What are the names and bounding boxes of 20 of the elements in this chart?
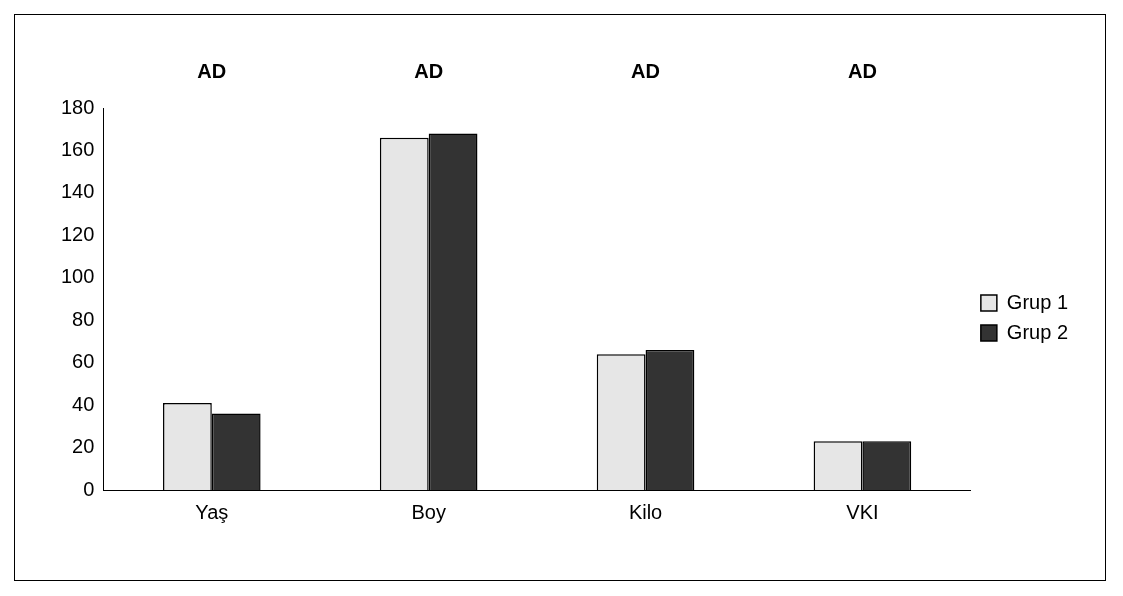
x-tick-label: Yaş <box>195 500 229 523</box>
y-tick-label: 120 <box>60 222 95 245</box>
text: AD <box>197 60 227 82</box>
y-tick-label: 40 <box>72 392 95 415</box>
legend-label: Grup 1 <box>1006 290 1069 313</box>
y-tick-label: 80 <box>72 307 95 330</box>
y-tick-label: 140 <box>60 180 95 203</box>
y-tick-label: 100 <box>60 265 95 288</box>
text: AD <box>847 60 877 82</box>
y-tick-label: 60 <box>72 350 95 373</box>
x-tick-label: VKI <box>846 500 879 523</box>
y-tick-label: 180 <box>60 95 95 118</box>
y-tick-label: 160 <box>60 137 95 160</box>
x-tick-label: Boy <box>411 500 446 523</box>
x-tick-label: Kilo <box>628 500 663 523</box>
text: AD <box>414 60 444 82</box>
text: AD <box>631 60 660 82</box>
legend-label: Grup 2 <box>1006 320 1069 343</box>
y-tick-label: 0 <box>83 477 95 500</box>
y-tick-label: 20 <box>72 435 95 458</box>
